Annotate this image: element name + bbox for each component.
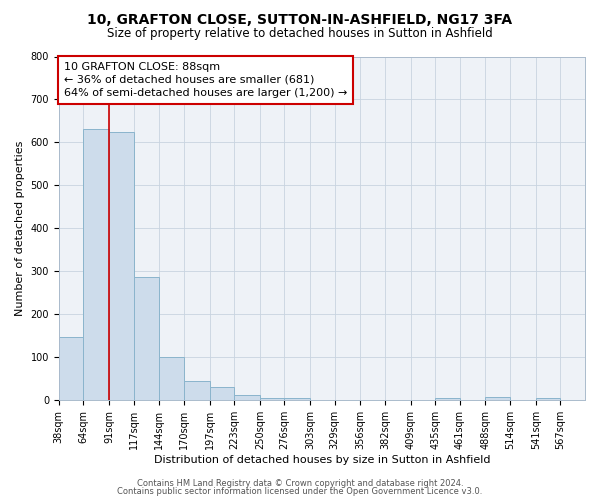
Bar [184, 382, 209, 400]
Y-axis label: Number of detached properties: Number of detached properties [15, 140, 25, 316]
Bar [485, 397, 510, 400]
Bar [435, 398, 460, 400]
Bar [260, 398, 284, 400]
X-axis label: Distribution of detached houses by size in Sutton in Ashfield: Distribution of detached houses by size … [154, 455, 490, 465]
Text: 10 GRAFTON CLOSE: 88sqm
← 36% of detached houses are smaller (681)
64% of semi-d: 10 GRAFTON CLOSE: 88sqm ← 36% of detache… [64, 62, 347, 98]
Text: Size of property relative to detached houses in Sutton in Ashfield: Size of property relative to detached ho… [107, 28, 493, 40]
Bar [83, 128, 109, 400]
Bar [159, 357, 184, 401]
Bar [109, 132, 134, 400]
Text: Contains HM Land Registry data © Crown copyright and database right 2024.: Contains HM Land Registry data © Crown c… [137, 478, 463, 488]
Bar [284, 398, 310, 400]
Bar [209, 388, 234, 400]
Bar [536, 398, 560, 400]
Bar [59, 336, 83, 400]
Text: Contains public sector information licensed under the Open Government Licence v3: Contains public sector information licen… [118, 487, 482, 496]
Bar [134, 277, 159, 400]
Text: 10, GRAFTON CLOSE, SUTTON-IN-ASHFIELD, NG17 3FA: 10, GRAFTON CLOSE, SUTTON-IN-ASHFIELD, N… [88, 12, 512, 26]
Bar [234, 395, 260, 400]
